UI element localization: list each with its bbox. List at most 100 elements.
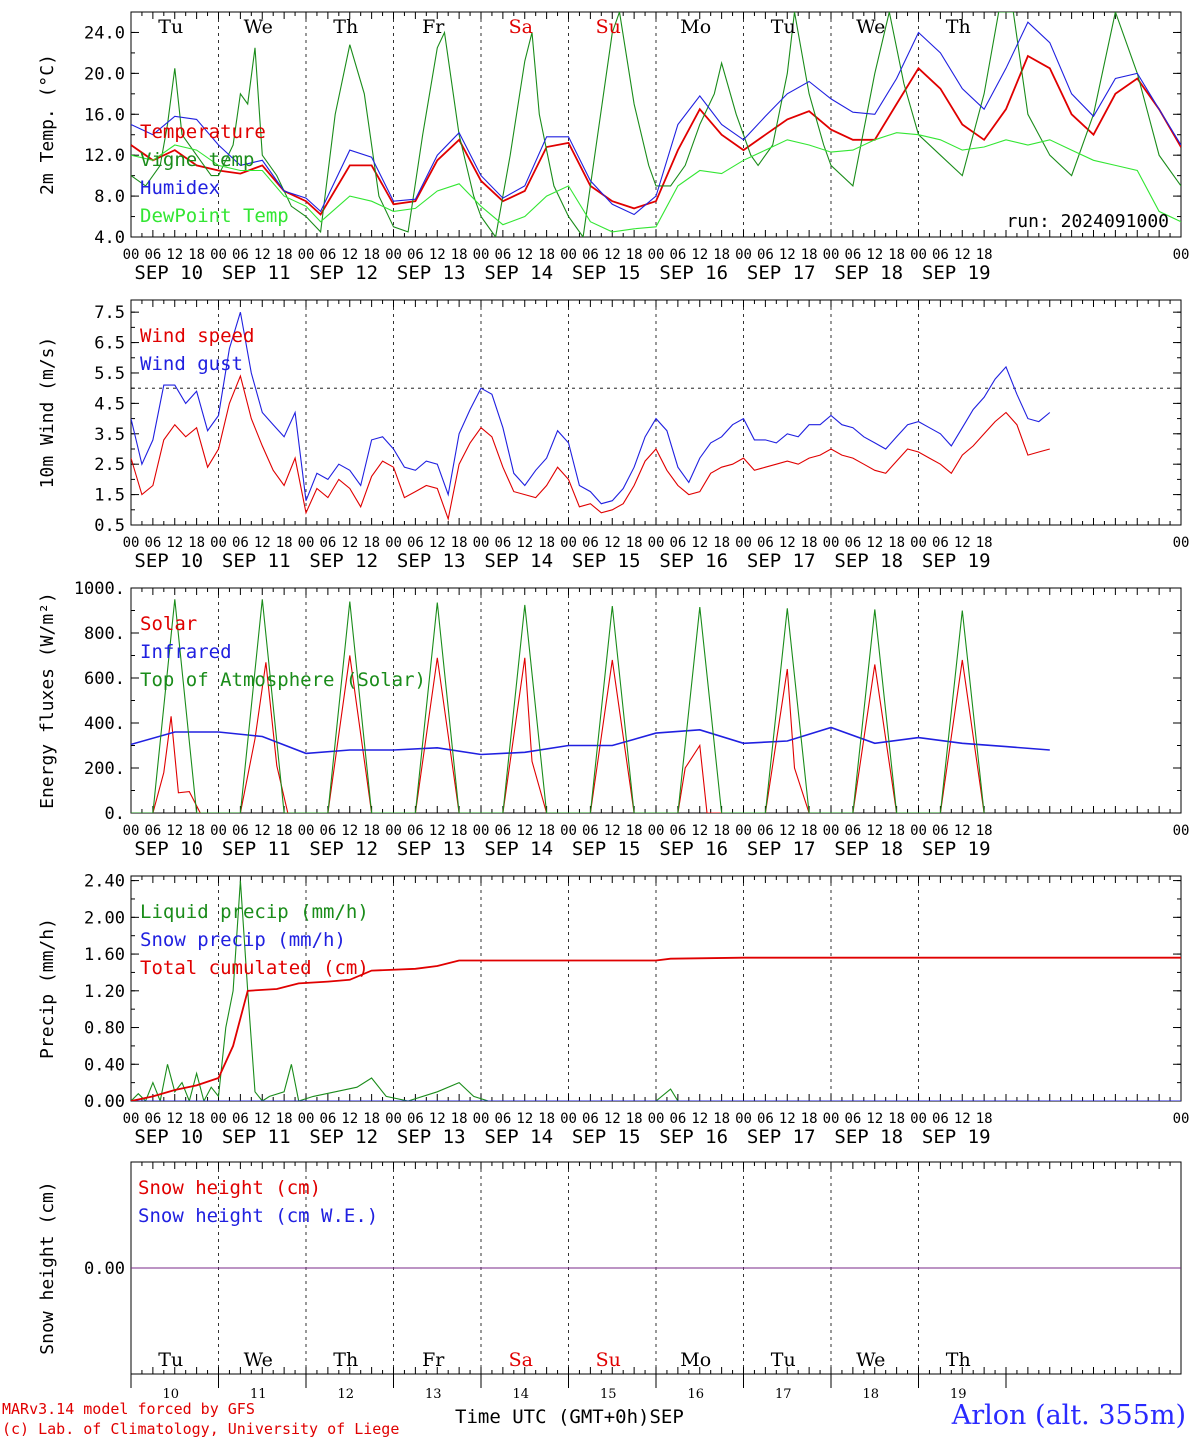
x-axis-title-text: Time UTC (GMT+0h) xyxy=(455,1406,650,1428)
series-line-infrared xyxy=(131,726,1050,756)
y-tick-label: 0. xyxy=(105,804,125,824)
hour-tick-label: 12 xyxy=(166,1111,183,1127)
hour-tick-label: 18 xyxy=(713,1111,730,1127)
hour-tick-label: 12 xyxy=(254,823,271,839)
y-tick-label: 2.00 xyxy=(84,908,125,928)
hour-tick-label: 06 xyxy=(669,1111,686,1127)
hour-tick-label: 00 xyxy=(735,247,752,263)
hour-tick-label: 18 xyxy=(538,535,555,551)
weekday-label-top: Th xyxy=(333,16,358,38)
hour-tick-label: 00 xyxy=(210,247,227,263)
series-line-wind_speed xyxy=(131,374,1050,521)
weekday-label-bottom: We xyxy=(244,1349,273,1371)
day-number-label: 15 xyxy=(600,1387,617,1402)
hour-tick-label: 18 xyxy=(276,1111,293,1127)
date-label: SEP 19 xyxy=(922,262,991,284)
hour-tick-label: 00 xyxy=(385,823,402,839)
hour-tick-label: 00 xyxy=(298,535,315,551)
hour-tick-label: 12 xyxy=(341,1111,358,1127)
date-label: SEP 17 xyxy=(747,550,816,572)
hour-tick-label: 00 xyxy=(473,535,490,551)
date-label: SEP 10 xyxy=(134,262,203,284)
hour-tick-label: 06 xyxy=(407,823,424,839)
hour-tick-label: 12 xyxy=(166,823,183,839)
hour-tick-label: 06 xyxy=(844,535,861,551)
hour-tick-label: 00 xyxy=(648,247,665,263)
hour-tick-label: 06 xyxy=(407,535,424,551)
y-tick-label: 0.5 xyxy=(94,516,125,536)
hour-tick-label: 00 xyxy=(1173,247,1190,263)
hour-tick-label: 18 xyxy=(976,247,993,263)
weekday-label-bottom: Th xyxy=(333,1349,358,1371)
panel-snow: 0.00 Snow height (cm) Snow height (cm) Snow… xyxy=(37,1161,1182,1375)
date-label: SEP 19 xyxy=(922,838,991,860)
legend-snow: Snow precip (mm/h) xyxy=(140,929,346,951)
legend-dewpoint: DewPoint Temp xyxy=(140,205,289,227)
hour-tick-label: 12 xyxy=(779,823,796,839)
weekday-label-bottom: We xyxy=(856,1349,885,1371)
weekday-label-top: Th xyxy=(946,16,971,38)
hour-tick-label: 12 xyxy=(516,1111,533,1127)
hour-tick-label: 00 xyxy=(298,1111,315,1127)
hour-tick-label: 00 xyxy=(123,823,140,839)
y-tick-label: 8.0 xyxy=(94,187,125,207)
hour-tick-label: 12 xyxy=(341,535,358,551)
hour-tick-label: 06 xyxy=(494,247,511,263)
date-label: SEP 14 xyxy=(484,550,553,572)
y-tick-label: 2.5 xyxy=(94,455,125,475)
hour-tick-label: 06 xyxy=(669,247,686,263)
hour-tick-label: 06 xyxy=(932,1111,949,1127)
hour-tick-label: 12 xyxy=(954,1111,971,1127)
hour-tick-label: 06 xyxy=(582,1111,599,1127)
day-number-label: 19 xyxy=(950,1387,967,1402)
hour-tick-label: 06 xyxy=(757,247,774,263)
y-tick-label: 1.5 xyxy=(94,486,125,506)
hour-tick-label: 12 xyxy=(604,823,621,839)
hour-tick-label: 00 xyxy=(735,535,752,551)
date-label: SEP 10 xyxy=(134,838,203,860)
date-label: SEP 16 xyxy=(659,838,728,860)
hour-tick-label: 06 xyxy=(582,535,599,551)
hour-tick-label: 18 xyxy=(276,247,293,263)
day-number-label: 17 xyxy=(775,1387,792,1402)
date-label: SEP 13 xyxy=(397,550,466,572)
hour-tick-label: 06 xyxy=(144,823,161,839)
series-line-wind_gust xyxy=(131,312,1051,505)
day-number-label: 18 xyxy=(862,1387,879,1402)
hour-tick-label: 12 xyxy=(779,1111,796,1127)
date-label: SEP 18 xyxy=(834,838,903,860)
hour-tick-label: 00 xyxy=(823,1111,840,1127)
hour-tick-label: 18 xyxy=(626,1111,643,1127)
panel-precip: 0.00 0.40 0.80 1.20 1.60 2.00 2.40 Precip (mm/h… xyxy=(37,872,1189,1148)
hour-tick-label: 18 xyxy=(363,535,380,551)
series-line-liquid xyxy=(131,880,1181,1101)
series-line-humidex xyxy=(131,21,1181,216)
hour-tick-label: 06 xyxy=(582,247,599,263)
y-tick-label: 16.0 xyxy=(84,105,125,125)
hour-tick-label: 06 xyxy=(494,1111,511,1127)
model-credit: MARv3.14 model forced by GFS xyxy=(2,1400,255,1418)
date-label: SEP 18 xyxy=(834,550,903,572)
hour-tick-label: 06 xyxy=(932,823,949,839)
hour-tick-label: 18 xyxy=(538,1111,555,1127)
day-number-label: 10 xyxy=(162,1387,179,1402)
hour-tick-label: 18 xyxy=(188,247,205,263)
hour-tick-label: 06 xyxy=(494,823,511,839)
date-label: SEP 18 xyxy=(834,262,903,284)
legend-toa: Top of Atmosphere (Solar) xyxy=(140,669,426,691)
hour-tick-label: 12 xyxy=(166,535,183,551)
weekday-label-top: Sa xyxy=(509,16,533,38)
hour-tick-label: 12 xyxy=(691,535,708,551)
hour-tick-label: 06 xyxy=(757,823,774,839)
hour-tick-label: 06 xyxy=(932,247,949,263)
weekday-label-bottom: Mo xyxy=(680,1349,711,1371)
hour-tick-label: 12 xyxy=(866,1111,883,1127)
hour-tick-label: 00 xyxy=(735,1111,752,1127)
hour-tick-label: 00 xyxy=(385,1111,402,1127)
hour-tick-label: 00 xyxy=(560,1111,577,1127)
legend-temperature: Temperature xyxy=(140,121,266,143)
hour-tick-label: 06 xyxy=(582,823,599,839)
y-tick-label: 6.5 xyxy=(94,334,125,354)
y-tick-label: 12.0 xyxy=(84,146,125,166)
hour-tick-label: 00 xyxy=(648,535,665,551)
